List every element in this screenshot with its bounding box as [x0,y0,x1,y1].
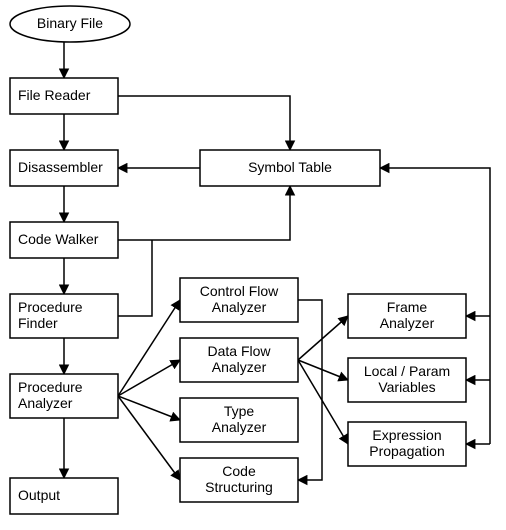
node-label: Procedure [18,379,83,395]
node-symbol_table: Symbol Table [200,150,380,186]
node-label: Finder [18,315,58,331]
node-label: Analyzer [380,315,435,331]
node-control_flow: Control FlowAnalyzer [180,278,298,322]
node-label: Code [222,463,256,479]
edge [298,360,348,380]
node-procedure_analyzer: ProcedureAnalyzer [10,374,118,418]
edge [298,360,348,444]
node-data_flow: Data FlowAnalyzer [180,338,298,382]
node-file_reader: File Reader [10,78,118,114]
node-label: Frame [387,299,428,315]
edge [298,300,322,480]
node-label: Structuring [205,479,273,495]
node-binary_file: Binary File [10,6,130,42]
node-label: Expression [372,427,441,443]
node-label: Symbol Table [248,159,332,175]
node-frame_analyzer: FrameAnalyzer [348,294,466,338]
node-label: Variables [378,379,435,395]
node-label: Procedure [18,299,83,315]
flowchart-canvas: Binary File File Reader Disassembler Symbol… [0,0,506,530]
edge [118,240,152,316]
edge [298,316,348,360]
nodes: Binary File File Reader Disassembler Symbol… [10,6,466,514]
node-label: Analyzer [18,395,73,411]
node-local_param: Local / ParamVariables [348,358,466,402]
node-label: Propagation [369,443,445,459]
node-procedure_finder: ProcedureFinder [10,294,118,338]
node-code_structuring: CodeStructuring [180,458,298,502]
node-label: Analyzer [212,359,267,375]
node-label: Code Walker [18,231,99,247]
node-label: Local / Param [364,363,450,379]
node-label: Binary File [37,15,103,31]
node-label: Control Flow [200,283,279,299]
node-label: File Reader [18,87,91,103]
node-code_walker: Code Walker [10,222,118,258]
node-output: Output [10,478,118,514]
node-disassembler: Disassembler [10,150,118,186]
node-label: Output [18,487,60,503]
node-type_analyzer: TypeAnalyzer [180,398,298,442]
edge [118,96,290,150]
node-label: Disassembler [18,159,103,175]
edge [118,186,290,240]
node-label: Data Flow [207,343,271,359]
node-label: Type [224,403,255,419]
node-label: Analyzer [212,299,267,315]
node-expr_prop: ExpressionPropagation [348,422,466,466]
node-label: Analyzer [212,419,267,435]
edge [118,360,180,396]
edge [118,300,180,396]
